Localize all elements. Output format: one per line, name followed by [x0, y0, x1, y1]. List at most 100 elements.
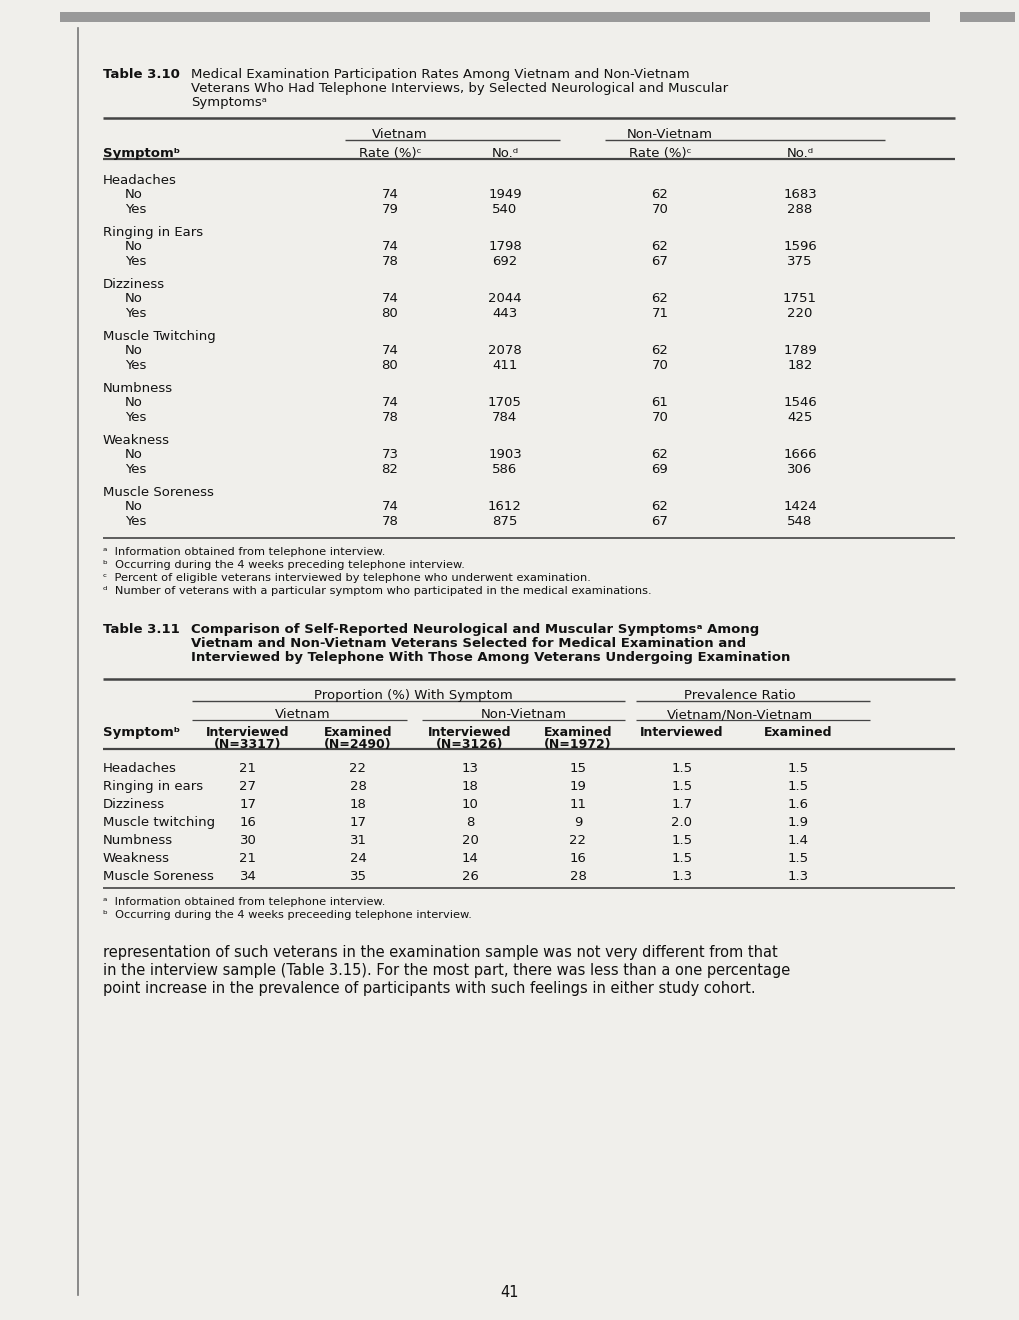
Text: 61: 61: [651, 396, 667, 409]
Text: 692: 692: [492, 255, 517, 268]
Text: 13: 13: [461, 762, 478, 775]
Text: 1.5: 1.5: [787, 780, 808, 793]
Text: 375: 375: [787, 255, 812, 268]
Text: 1.3: 1.3: [787, 870, 808, 883]
Text: 78: 78: [381, 515, 398, 528]
Text: ᵈ  Number of veterans with a particular symptom who participated in the medical : ᵈ Number of veterans with a particular s…: [103, 586, 651, 597]
Text: 67: 67: [651, 515, 667, 528]
Text: Numbness: Numbness: [103, 381, 173, 395]
Text: 1.5: 1.5: [671, 834, 692, 847]
Text: 1.9: 1.9: [787, 816, 808, 829]
Text: 28: 28: [569, 870, 586, 883]
Text: Examined: Examined: [763, 726, 832, 739]
Text: 22: 22: [569, 834, 586, 847]
Text: 1.6: 1.6: [787, 799, 808, 810]
Text: 71: 71: [651, 308, 667, 319]
Text: 41: 41: [500, 1284, 519, 1300]
Text: 74: 74: [381, 240, 398, 253]
Text: 784: 784: [492, 411, 517, 424]
Text: Vietnam: Vietnam: [275, 708, 330, 721]
Text: Numbness: Numbness: [103, 834, 173, 847]
Text: 14: 14: [462, 851, 478, 865]
Text: Yes: Yes: [125, 411, 147, 424]
Text: 16: 16: [569, 851, 586, 865]
Text: 1.5: 1.5: [671, 851, 692, 865]
Text: 31: 31: [350, 834, 366, 847]
Text: 79: 79: [381, 203, 398, 216]
Text: Muscle Soreness: Muscle Soreness: [103, 870, 214, 883]
Text: Vietnam: Vietnam: [372, 128, 427, 141]
Text: 15: 15: [569, 762, 586, 775]
Text: 80: 80: [381, 308, 398, 319]
Text: 306: 306: [787, 463, 812, 477]
Text: Examined: Examined: [323, 726, 392, 739]
Text: 1903: 1903: [488, 447, 522, 461]
Text: 70: 70: [651, 359, 667, 372]
Text: Muscle Twitching: Muscle Twitching: [103, 330, 216, 343]
Text: 875: 875: [492, 515, 518, 528]
Text: 78: 78: [381, 411, 398, 424]
Text: 80: 80: [381, 359, 398, 372]
Text: 1546: 1546: [783, 396, 816, 409]
Text: 35: 35: [350, 870, 366, 883]
Text: Rate (%)ᶜ: Rate (%)ᶜ: [359, 147, 421, 160]
Text: 18: 18: [350, 799, 366, 810]
Text: Ringing in Ears: Ringing in Ears: [103, 226, 203, 239]
Text: 28: 28: [350, 780, 366, 793]
Text: 17: 17: [350, 816, 366, 829]
Text: Interviewed by Telephone With Those Among Veterans Undergoing Examination: Interviewed by Telephone With Those Amon…: [191, 651, 790, 664]
Text: No: No: [125, 240, 143, 253]
Text: Headaches: Headaches: [103, 762, 176, 775]
Text: Dizziness: Dizziness: [103, 279, 165, 290]
Text: (N=1972): (N=1972): [544, 738, 611, 751]
Text: 2.0: 2.0: [671, 816, 692, 829]
Text: No: No: [125, 500, 143, 513]
Text: 1424: 1424: [783, 500, 816, 513]
Text: No: No: [125, 396, 143, 409]
Text: 9: 9: [574, 816, 582, 829]
Text: 62: 62: [651, 447, 667, 461]
Text: 1.7: 1.7: [671, 799, 692, 810]
Text: 27: 27: [239, 780, 256, 793]
Text: 540: 540: [492, 203, 517, 216]
Text: Dizziness: Dizziness: [103, 799, 165, 810]
Text: Rate (%)ᶜ: Rate (%)ᶜ: [628, 147, 691, 160]
Text: 74: 74: [381, 500, 398, 513]
Text: 2044: 2044: [488, 292, 522, 305]
Text: Weakness: Weakness: [103, 434, 170, 447]
Text: 21: 21: [239, 762, 256, 775]
Text: Yes: Yes: [125, 463, 147, 477]
Text: 62: 62: [651, 345, 667, 356]
Text: 10: 10: [462, 799, 478, 810]
Text: 22: 22: [350, 762, 366, 775]
Text: 1.4: 1.4: [787, 834, 808, 847]
Text: 548: 548: [787, 515, 812, 528]
Text: 1949: 1949: [488, 187, 522, 201]
Text: point increase in the prevalence of participants with such feelings in either st: point increase in the prevalence of part…: [103, 981, 755, 997]
Text: 82: 82: [381, 463, 398, 477]
Text: 34: 34: [239, 870, 256, 883]
Text: Symptomᵇ: Symptomᵇ: [103, 726, 180, 739]
Text: 20: 20: [462, 834, 478, 847]
Text: Headaches: Headaches: [103, 174, 176, 187]
Text: No: No: [125, 292, 143, 305]
Text: 1789: 1789: [783, 345, 816, 356]
Text: Proportion (%) With Symptom: Proportion (%) With Symptom: [313, 689, 512, 702]
Text: 586: 586: [492, 463, 517, 477]
Text: (N=3317): (N=3317): [214, 738, 281, 751]
Text: 62: 62: [651, 500, 667, 513]
Text: 288: 288: [787, 203, 812, 216]
Text: ᵇ  Occurring during the 4 weeks preceeding telephone interview.: ᵇ Occurring during the 4 weeks preceedin…: [103, 909, 472, 920]
Text: 30: 30: [239, 834, 256, 847]
Text: 17: 17: [239, 799, 256, 810]
Text: 220: 220: [787, 308, 812, 319]
Text: 78: 78: [381, 255, 398, 268]
Text: 1683: 1683: [783, 187, 816, 201]
Text: (N=3126): (N=3126): [436, 738, 503, 751]
Text: 74: 74: [381, 292, 398, 305]
Text: Medical Examination Participation Rates Among Vietnam and Non-Vietnam: Medical Examination Participation Rates …: [191, 69, 689, 81]
Text: 62: 62: [651, 292, 667, 305]
Text: 74: 74: [381, 396, 398, 409]
Text: 2078: 2078: [488, 345, 522, 356]
Text: ᵃ  Information obtained from telephone interview.: ᵃ Information obtained from telephone in…: [103, 546, 385, 557]
